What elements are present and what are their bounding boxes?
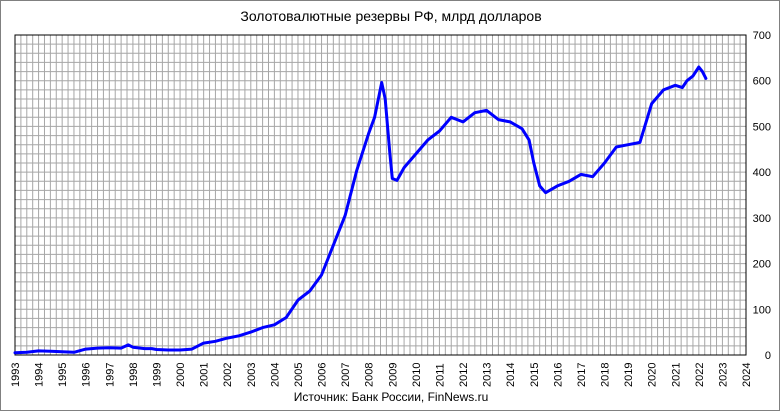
x-tick-label: 2012 (458, 363, 470, 387)
x-axis-tick-labels: 1993 1994 1995 1996 1997 1998 1999 2000 2001 2002… (10, 363, 753, 387)
x-tick-label: 2010 (411, 363, 423, 387)
vertical-gridlines (20, 35, 741, 355)
x-tick-label: 2022 (694, 363, 706, 387)
y-axis-tick-labels: 0 100 200 300 400 500 600 700 (753, 30, 771, 362)
series-group (13, 65, 708, 355)
x-tick-label: 2024 (741, 363, 753, 387)
x-tick-label: 2005 (293, 363, 305, 387)
x-tick-label: 2017 (576, 363, 588, 387)
x-tick-label: 2003 (246, 363, 258, 387)
x-tick-label: 2006 (317, 363, 329, 387)
x-tick-label: 1998 (128, 363, 140, 387)
x-tick-label: 2015 (529, 363, 541, 387)
x-tick-label: 2023 (717, 363, 729, 387)
y-tick-label: 100 (753, 304, 771, 316)
y-tick-label: 300 (753, 213, 771, 225)
x-tick-label: 2009 (387, 363, 399, 387)
plot-area-border (14, 34, 747, 356)
x-tick-label: 2011 (434, 363, 446, 387)
x-tick-label: 1997 (104, 363, 116, 387)
x-tick-label: 2008 (364, 363, 376, 387)
x-tick-label: 1993 (10, 363, 22, 387)
x-tick-label: 1996 (81, 363, 93, 387)
x-tick-label: 2016 (552, 363, 564, 387)
x-tick-label: 1994 (34, 363, 46, 387)
y-tick-label: 700 (753, 30, 771, 42)
y-tick-label: 500 (753, 121, 771, 133)
y-tick-label: 400 (753, 167, 771, 179)
x-tick-label: 2007 (340, 363, 352, 387)
x-tick-label: 2019 (623, 363, 635, 387)
x-tick-label: 2002 (222, 363, 234, 387)
x-tick-label: 2014 (505, 363, 517, 387)
x-tick-label: 2013 (482, 363, 494, 387)
x-tick-label: 2018 (600, 363, 612, 387)
x-tick-label: 2004 (269, 363, 281, 387)
x-tick-label: 1995 (57, 363, 69, 387)
chart-source: Источник: Банк России, FinNews.ru (293, 390, 489, 404)
x-tick-label: 2021 (670, 363, 682, 387)
series-line (13, 65, 708, 355)
y-tick-label: 200 (753, 259, 771, 271)
x-tick-label: 2000 (175, 363, 187, 387)
y-tick-label: 600 (753, 76, 771, 88)
x-tick-label: 2020 (647, 363, 659, 387)
x-tick-label: 2001 (199, 363, 211, 387)
horizontal-gridlines (15, 43, 746, 347)
y-tick-label: 0 (765, 350, 771, 362)
x-tick-label: 1999 (151, 363, 163, 387)
chart-title: Золотовалютные резервы РФ, млрд долларов (240, 8, 542, 24)
